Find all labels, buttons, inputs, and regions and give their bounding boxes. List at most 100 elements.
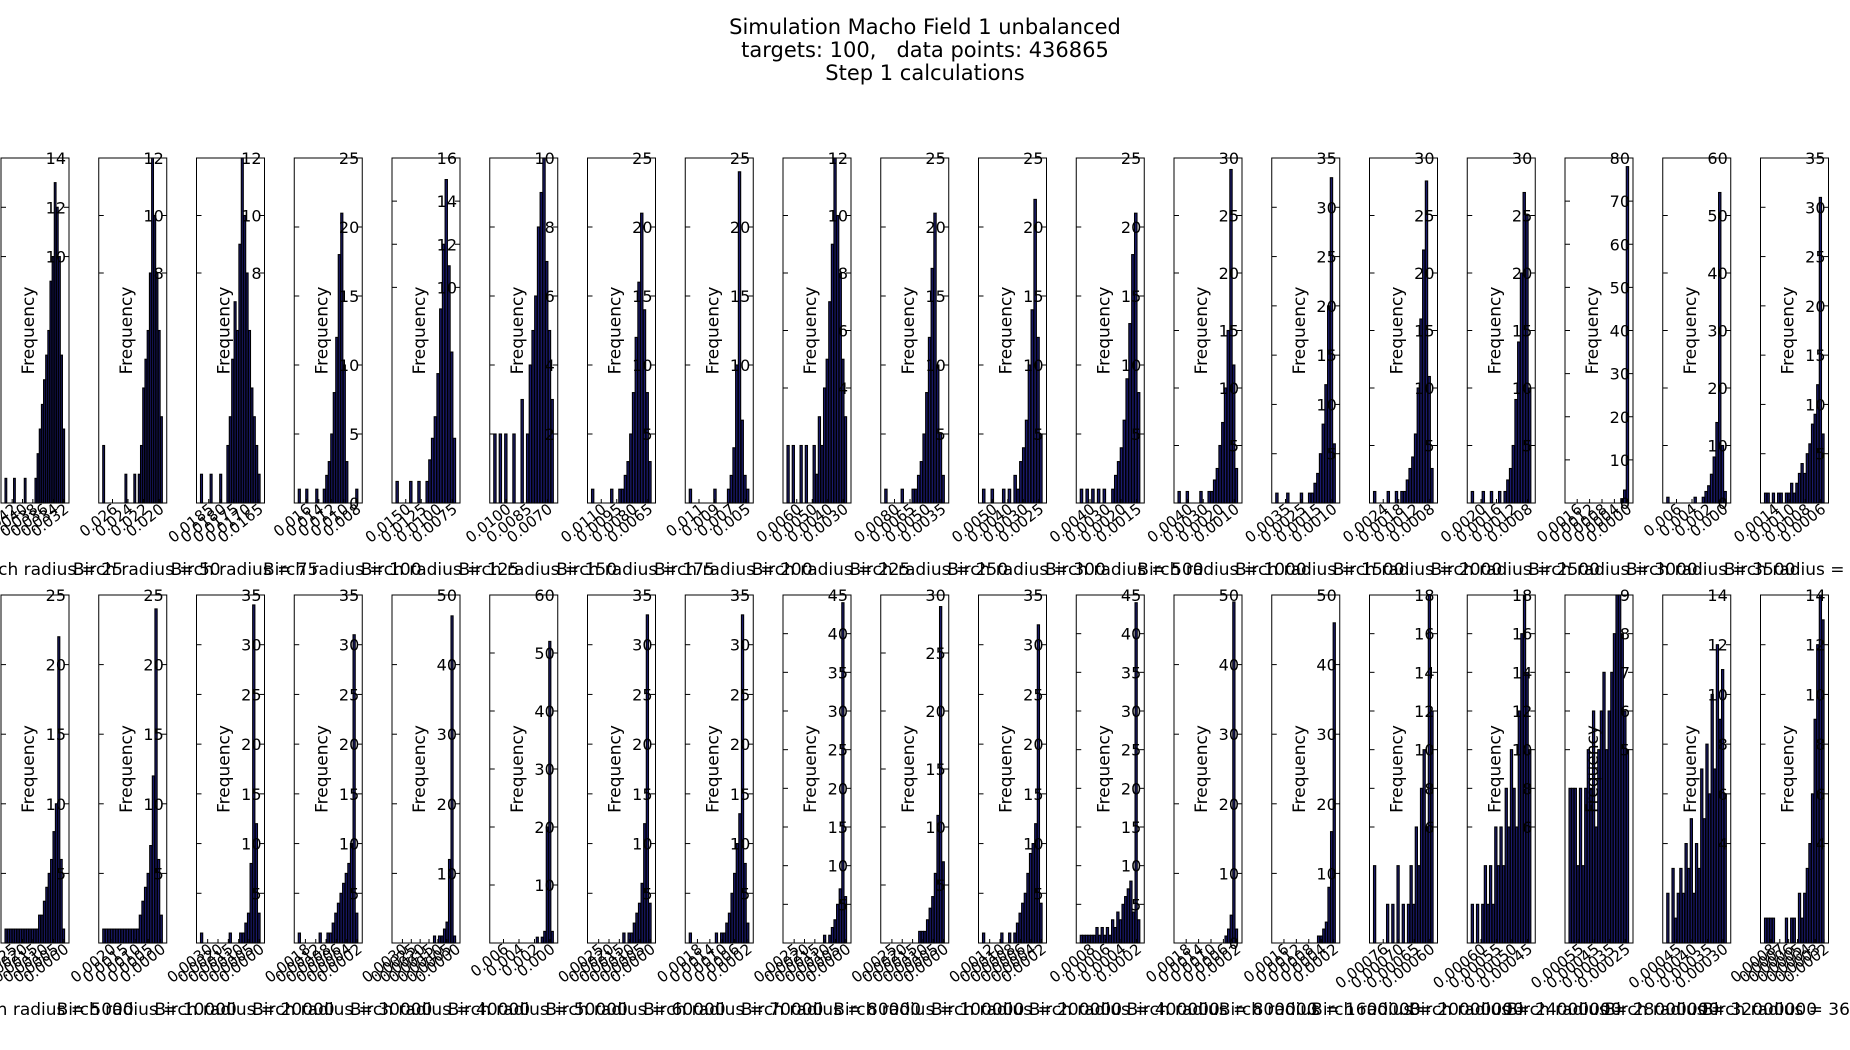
y-tick-label: 5 (838, 895, 848, 914)
y-tick-label: 10 (1512, 379, 1532, 398)
x-axis-label: Birch radius = 4000 (1724, 560, 1850, 580)
histogram-bar (1797, 472, 1802, 504)
histogram-bar (498, 433, 503, 504)
histogram-bar (1318, 453, 1323, 504)
y-tick-label: 10 (1805, 685, 1825, 704)
histogram-bar (49, 280, 53, 504)
histogram-bar (1207, 490, 1211, 504)
histogram-bar (38, 428, 42, 504)
axes-frame (1662, 594, 1732, 944)
y-tick-label: 10 (437, 864, 457, 883)
histogram-bar (1803, 892, 1807, 944)
histogram-bar (1111, 919, 1115, 944)
histogram-bar (1286, 492, 1290, 504)
y-tick-label: 12 (241, 149, 261, 168)
histogram-bar (1511, 444, 1516, 504)
y-tick-label: 60 (1610, 235, 1630, 254)
histogram-bar (1121, 903, 1125, 944)
histogram-bar (822, 387, 827, 504)
y-tick-label: 20 (46, 656, 66, 675)
histogram-bar (1676, 892, 1680, 944)
y-axis-label: Frequency (1681, 287, 1701, 375)
x-axis-label: Birch radius = 20000 (154, 1000, 334, 1020)
histogram-bar (1033, 198, 1037, 504)
histogram-bar (335, 336, 339, 504)
x-axis-label: Birch radius = 2000 (1333, 560, 1502, 580)
axes-frame (587, 157, 656, 504)
histogram-bar (330, 433, 334, 504)
histogram-bar (727, 912, 732, 944)
y-tick-label: 10 (1610, 451, 1630, 470)
histogram-bar (1517, 341, 1521, 504)
histogram-bar (1422, 249, 1426, 504)
y-tick-label: 15 (1414, 322, 1434, 341)
y-tick-label: 10 (730, 356, 750, 375)
histogram-bar (342, 364, 346, 504)
histogram-bar (332, 392, 336, 504)
histogram-bar (1275, 492, 1279, 504)
y-tick-label: 25 (828, 741, 848, 760)
histogram-bar (1116, 461, 1121, 504)
x-axis-label: Birch radius = 75 (171, 560, 319, 580)
y-tick-label: 8 (1815, 735, 1825, 754)
histogram-bar (1232, 601, 1236, 944)
histogram-bar (911, 488, 915, 504)
histogram-bar (1718, 191, 1722, 504)
y-tick-label: 20 (1023, 218, 1043, 237)
histogram-bar (928, 907, 932, 944)
histogram-bar (1763, 917, 1768, 944)
y-tick-label: 25 (1219, 207, 1239, 226)
y-axis-label: Frequency (1388, 725, 1408, 813)
histogram-bar (239, 932, 243, 944)
histogram-bar (1720, 669, 1725, 944)
histogram-bar (1508, 467, 1513, 504)
histogram-bar (1030, 309, 1035, 504)
histogram-bar (916, 474, 921, 504)
y-axis-label: Frequency (1485, 725, 1505, 813)
histogram-bar (1475, 903, 1480, 944)
y-tick-label: 5 (1033, 425, 1043, 444)
y-tick-label: 20 (1219, 795, 1239, 814)
histogram-bar (1821, 619, 1825, 944)
y-tick-label: 10 (1316, 395, 1336, 414)
y-axis-label: Frequency (899, 725, 919, 813)
histogram-bar (1372, 865, 1377, 944)
histogram-bar (52, 831, 56, 944)
histogram-bar (550, 398, 554, 504)
histogram-bar (1494, 826, 1498, 944)
y-axis-label: Frequency (801, 287, 821, 375)
y-tick-label: 8 (838, 264, 848, 283)
histogram-bar (136, 928, 140, 944)
histogram-bar (919, 461, 924, 504)
histogram-bar (1210, 490, 1214, 504)
axes-frame (880, 157, 950, 504)
y-tick-label: 30 (1316, 725, 1336, 744)
y-tick-label: 12 (1512, 702, 1532, 721)
x-axis-label: Birch radius = 175 (556, 560, 715, 580)
histogram-bar (138, 914, 143, 944)
histogram-bar (1483, 865, 1488, 944)
histogram-bar (257, 912, 261, 944)
histogram-bar (623, 474, 628, 504)
histogram-bar (149, 845, 153, 944)
histogram-bar (1136, 392, 1141, 504)
y-tick-label: 14 (1707, 586, 1727, 605)
histogram-panel: 98765Frequency0.000550.000450.000350.000… (1507, 586, 1720, 1020)
y-tick-label: 30 (1219, 149, 1239, 168)
histogram-bar (238, 243, 242, 504)
histogram-bar (1007, 488, 1012, 504)
histogram-bar (1413, 433, 1418, 504)
y-axis-label: Frequency (1779, 287, 1799, 375)
y-tick-label: 10 (632, 835, 652, 854)
histogram-bar (40, 403, 44, 504)
histogram-bar (1803, 472, 1807, 504)
histogram-bar (1522, 594, 1527, 944)
y-axis-label: Frequency (1388, 287, 1408, 375)
histogram-bar (550, 930, 554, 944)
histogram-bar (1805, 453, 1809, 504)
axes-frame (782, 594, 852, 944)
histogram-bar (931, 896, 935, 944)
y-tick-label: 6 (1424, 818, 1434, 837)
histogram-bar (1576, 865, 1580, 944)
y-axis-label: Frequency (1583, 287, 1603, 375)
